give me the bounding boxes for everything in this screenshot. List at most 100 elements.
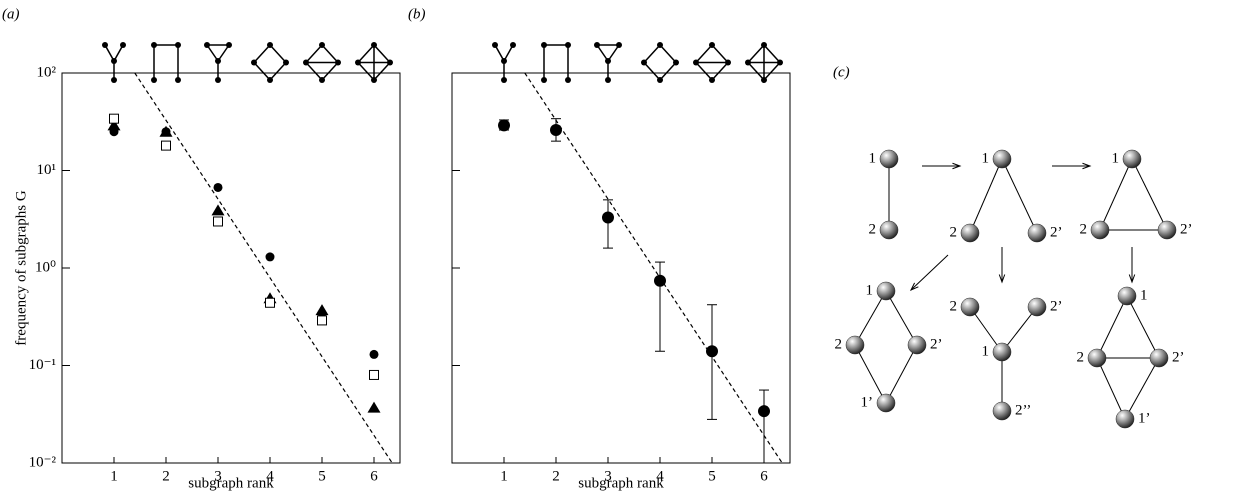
icon-node bbox=[371, 42, 377, 48]
node-label: 2 bbox=[1080, 221, 1088, 237]
diagram-edge bbox=[1099, 158, 1133, 231]
motif-icon bbox=[541, 42, 571, 83]
x-tick-label: 3 bbox=[604, 468, 612, 484]
point bbox=[211, 204, 225, 216]
icon-node bbox=[151, 42, 157, 48]
icon-node bbox=[605, 77, 611, 83]
diagram-node bbox=[1117, 286, 1137, 306]
icon-node bbox=[204, 42, 210, 48]
motif-icon bbox=[594, 42, 622, 83]
icon-edge bbox=[357, 61, 375, 81]
diagram-node bbox=[879, 149, 899, 169]
diagram-node bbox=[1157, 220, 1177, 240]
point bbox=[265, 297, 275, 308]
motif-icon bbox=[151, 42, 181, 83]
diagram-node bbox=[879, 220, 899, 240]
icon-edge bbox=[643, 44, 661, 64]
diagram-node bbox=[1122, 149, 1142, 169]
arrow-head bbox=[1128, 274, 1136, 284]
diagram-edge bbox=[1096, 357, 1126, 420]
motif-icon bbox=[745, 42, 783, 83]
icon-node bbox=[725, 59, 731, 66]
node-label: 2 bbox=[835, 336, 843, 352]
node-label: 1’ bbox=[1138, 410, 1151, 426]
icon-node bbox=[251, 59, 257, 66]
icon-edge bbox=[711, 44, 729, 64]
point bbox=[706, 345, 718, 358]
icon-edge bbox=[503, 44, 514, 62]
node-label: 1 bbox=[1140, 287, 1148, 303]
y-tick-label: 10⁻² bbox=[29, 454, 57, 470]
point bbox=[602, 211, 614, 224]
motif-icon bbox=[693, 42, 731, 83]
point bbox=[498, 119, 510, 132]
node-label: 2’ bbox=[930, 336, 943, 352]
node-label: 2’ bbox=[1172, 349, 1185, 365]
icon-node bbox=[565, 77, 571, 83]
point bbox=[654, 274, 666, 287]
icon-edge bbox=[596, 44, 609, 62]
motif-icon bbox=[204, 42, 232, 83]
icon-edge bbox=[695, 44, 713, 64]
node-label: 1 bbox=[866, 282, 874, 298]
diagram-edge bbox=[1001, 158, 1038, 234]
icon-edge bbox=[659, 44, 677, 64]
node-label: 2 bbox=[1077, 349, 1085, 365]
x-tick-label: 1 bbox=[500, 468, 508, 484]
icon-node bbox=[657, 42, 663, 48]
x-axis-label: subgraph rank bbox=[188, 475, 274, 491]
icon-node bbox=[371, 77, 377, 83]
icon-node bbox=[777, 59, 783, 66]
icon-node bbox=[492, 42, 498, 48]
node-label: 1’ bbox=[861, 394, 874, 410]
point bbox=[265, 252, 275, 262]
node-label: 1 bbox=[1112, 150, 1120, 166]
icon-node bbox=[387, 59, 393, 66]
diagram-edge bbox=[885, 290, 918, 346]
point bbox=[369, 369, 379, 380]
icon-edge bbox=[305, 44, 323, 64]
icon-node bbox=[501, 77, 507, 83]
icon-node bbox=[111, 77, 117, 83]
icon-node bbox=[745, 59, 751, 66]
icon-node bbox=[709, 77, 715, 83]
icon-node bbox=[501, 58, 507, 64]
icon-node bbox=[335, 59, 341, 66]
icon-edge bbox=[494, 44, 505, 62]
diagram-node bbox=[960, 223, 980, 243]
node-label: 2’ bbox=[1050, 298, 1063, 314]
icon-node bbox=[283, 59, 289, 66]
icon-node bbox=[175, 42, 181, 48]
icon-edge bbox=[373, 44, 391, 64]
y-tick-label: 10⁰ bbox=[35, 259, 56, 275]
diagram-edge bbox=[1001, 306, 1038, 353]
icon-node bbox=[510, 42, 516, 48]
diagram-node bbox=[1090, 220, 1110, 240]
icon-edge bbox=[695, 61, 713, 81]
icon-node bbox=[693, 59, 699, 66]
y-tick-label: 10² bbox=[37, 64, 57, 80]
diagram-edge bbox=[969, 158, 1003, 234]
x-tick-label: 3 bbox=[214, 468, 222, 484]
icon-edge bbox=[253, 44, 271, 64]
icon-edge bbox=[659, 61, 677, 81]
point bbox=[369, 349, 379, 359]
motif-icon bbox=[641, 42, 679, 83]
icon-edge bbox=[643, 61, 661, 81]
icon-node bbox=[761, 77, 767, 83]
diagram-node bbox=[960, 297, 980, 317]
icon-edge bbox=[206, 44, 219, 62]
x-tick-label: 2 bbox=[552, 468, 560, 484]
x-tick-label: 6 bbox=[370, 468, 378, 484]
panel-label: (c) bbox=[833, 64, 850, 80]
icon-edge bbox=[763, 44, 781, 64]
icon-node bbox=[319, 42, 325, 48]
icon-node bbox=[267, 77, 273, 83]
y-tick-label: 10¹ bbox=[37, 162, 57, 178]
point bbox=[159, 125, 173, 137]
diagram-node bbox=[992, 149, 1012, 169]
icon-node bbox=[175, 77, 181, 83]
diagram-edge bbox=[854, 290, 887, 346]
point bbox=[317, 315, 327, 326]
